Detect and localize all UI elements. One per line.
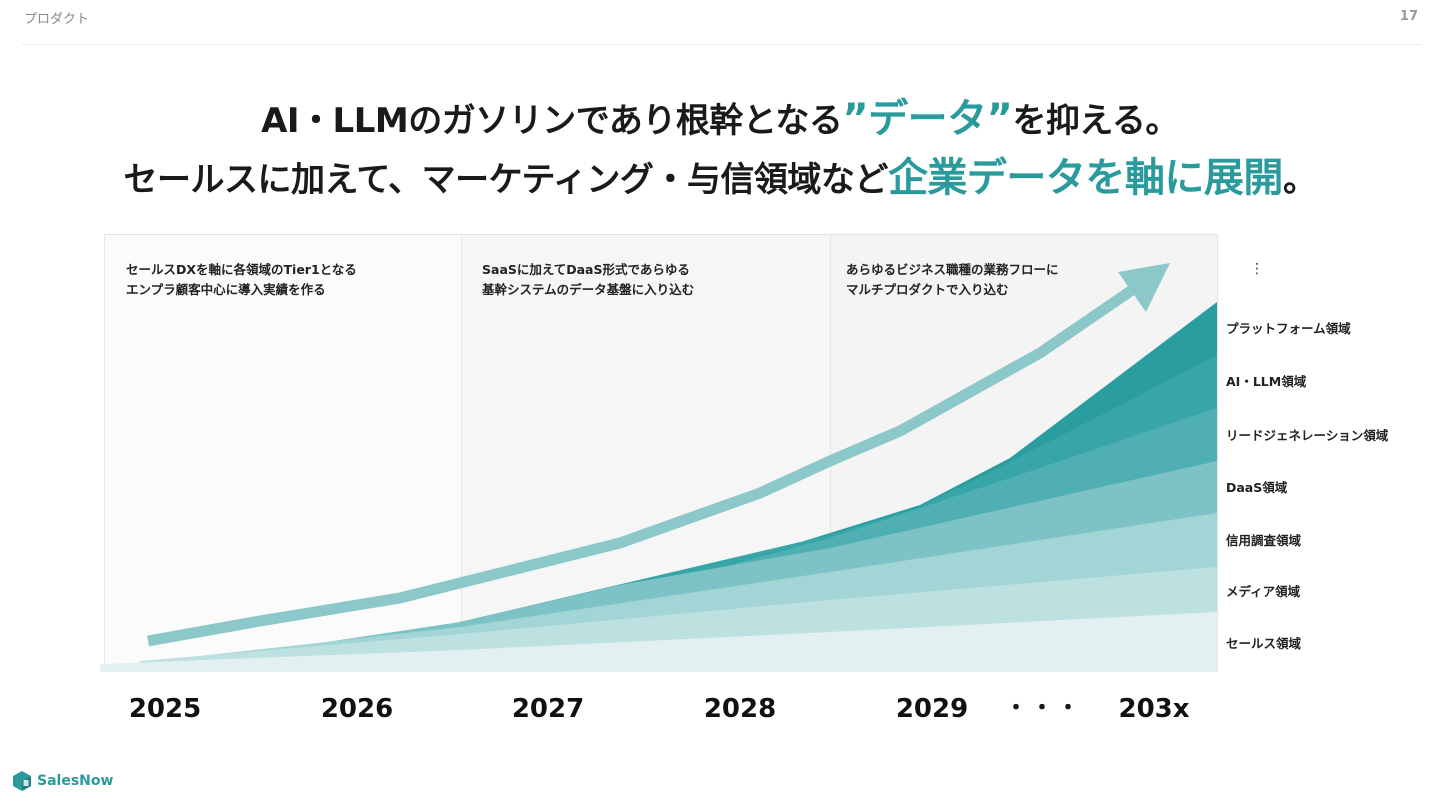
layer-label-daas: DaaS領域 — [1226, 480, 1288, 495]
layer-area-sales — [100, 612, 1217, 672]
layer-label-platform: プラットフォーム領域 — [1226, 321, 1351, 336]
phase-1-description: セールスDXを軸に各領域のTier1となる エンプラ顧客中心に導入実績を作る — [126, 260, 357, 300]
brand-name: SalesNow — [37, 773, 114, 789]
growth-arrow-head-icon — [1118, 263, 1170, 312]
salesnow-logo: SalesNow — [11, 770, 113, 792]
year-label: 2025 — [128, 694, 202, 724]
section-label: プロダクト — [24, 12, 90, 27]
year-label: 2026 — [320, 694, 394, 724]
year-label: 2028 — [703, 694, 777, 724]
headline-text: を抑える。 — [1012, 101, 1179, 141]
layer-label-media: メディア領域 — [1226, 584, 1301, 599]
more-layers-ellipsis: ⋮ — [1250, 261, 1264, 277]
year-label: 2029 — [895, 694, 969, 724]
header-divider — [22, 44, 1422, 45]
layer-label-ai-llm: AI・LLM領域 — [1226, 374, 1307, 389]
headline-accent: 企業データを軸に展開 — [887, 155, 1284, 201]
page-number: 17 — [1399, 9, 1418, 24]
phase-text: あらゆるビジネス職種の業務フローに — [846, 262, 1059, 277]
phase-text: セールスDXを軸に各領域のTier1となる — [126, 262, 357, 277]
headline-accent: ”データ” — [842, 96, 1013, 142]
phase-text: SaaSに加えてDaaS形式であらゆる — [482, 262, 690, 277]
layer-label-credit: 信用調査領域 — [1226, 533, 1302, 548]
headline-line-2: セールスに加えて、マーケティング・与信領域など企業データを軸に展開。 — [0, 145, 1440, 203]
headline-text: セールスに加えて、マーケティング・与信領域など — [123, 160, 889, 200]
phase-text: 基幹システムのデータ基盤に入り込む — [482, 282, 695, 297]
phase-2-description: SaaSに加えてDaaS形式であらゆる 基幹システムのデータ基盤に入り込む — [482, 260, 694, 300]
layer-label-lead-gen: リードジェネレーション領域 — [1226, 428, 1389, 443]
headline-text: AI・LLMのガソリンであり根幹となる — [261, 101, 843, 141]
phase-text: エンプラ顧客中心に導入実績を作る — [126, 282, 326, 297]
headline-text: 。 — [1282, 160, 1317, 200]
year-label: 203x — [1118, 694, 1190, 724]
cube-logo-icon — [13, 771, 31, 791]
phase-3-description: あらゆるビジネス職種の業務フローに マルチプロダクトで入り込む — [846, 260, 1059, 300]
growth-arrow-shaft — [147, 283, 1139, 647]
timeline-ellipsis: ・・・ — [1004, 696, 1084, 721]
year-label: 2027 — [511, 694, 585, 724]
layer-label-sales: セールス領域 — [1226, 636, 1302, 651]
phase-text: マルチプロダクトで入り込む — [846, 282, 1009, 297]
headline-line-1: AI・LLMのガソリンであり根幹となる”データ”を抑える。 — [0, 86, 1440, 144]
